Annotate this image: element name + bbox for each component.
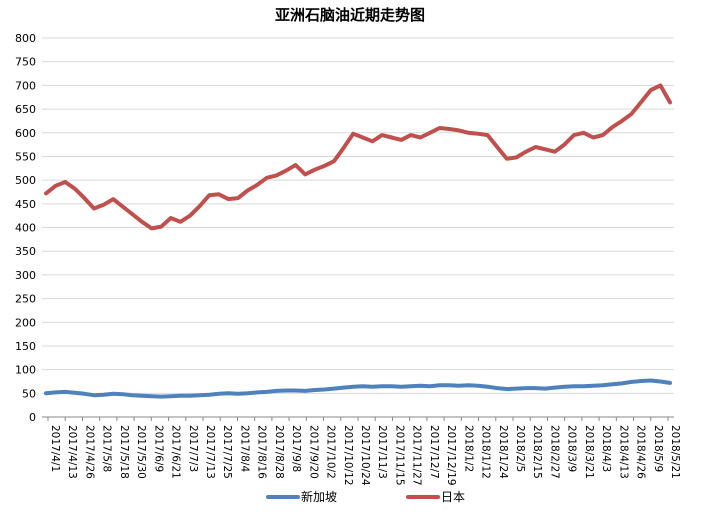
x-tick-label: 2017/8/28 [273, 425, 285, 479]
y-tick-label: 0 [29, 411, 36, 424]
chart-title: 亚洲石脑油近期走势图 [275, 6, 425, 24]
x-tick-label: 2018/2/5 [514, 425, 526, 472]
x-tick-label: 2017/10/2 [325, 425, 337, 479]
x-tick-label: 2017/8/4 [238, 425, 250, 472]
y-tick-label: 150 [15, 340, 36, 353]
y-axis: 0 50 100 150 200 250 300 350 400 450 500 550 600 650 7… [15, 32, 36, 424]
x-tick-label: 2018/1/12 [480, 425, 492, 479]
y-tick-label: 750 [15, 56, 36, 69]
x-tick-label: 2017/11/15 [393, 425, 405, 486]
y-tick-label: 300 [15, 269, 36, 282]
x-tick-label: 2017/8/16 [256, 425, 268, 479]
x-tick-label: 2018/4/13 [617, 425, 629, 479]
y-tick-label: 250 [15, 293, 36, 306]
y-tick-label: 600 [15, 127, 36, 140]
series-line-singapore [44, 378, 672, 399]
y-tick-label: 800 [15, 32, 36, 45]
series-lines [44, 83, 672, 399]
x-tick-label: 2018/1/24 [497, 425, 509, 479]
legend-label: 日本 [441, 490, 465, 504]
x-tick-label: 2018/4/3 [600, 425, 612, 472]
x-tick-label: 2017/5/18 [118, 425, 130, 479]
x-tick-label: 2018/3/21 [583, 425, 595, 479]
x-tick-label: 2017/10/12 [342, 425, 354, 486]
y-tick-label: 650 [15, 103, 36, 116]
x-tick-label: 2017/4/13 [66, 425, 78, 479]
y-tick-label: 450 [15, 198, 36, 211]
x-tick-label: 2017/10/24 [359, 425, 371, 486]
x-tick-label: 2018/2/15 [531, 425, 543, 479]
x-tick-label: 2017/5/30 [135, 425, 147, 479]
y-tick-label: 700 [15, 79, 36, 92]
x-tick-label: 2017/5/8 [101, 425, 113, 472]
x-tick-label: 2018/5/21 [669, 425, 681, 479]
x-axis: 2017/4/1 2017/4/13 2017/4/26 2017/5/8 2017/5… [47, 417, 681, 486]
x-tick-label: 2017/11/3 [376, 425, 388, 479]
x-tick-label: 2017/4/26 [83, 425, 95, 479]
legend: 新加坡 日本 [266, 489, 465, 504]
x-tick-label: 2018/3/9 [566, 425, 578, 472]
x-tick-label: 2017/7/3 [187, 425, 199, 472]
y-tick-label: 350 [15, 245, 36, 258]
y-tick-label: 500 [15, 174, 36, 187]
gridlines [42, 37, 674, 418]
x-tick-label: 2018/2/27 [548, 425, 560, 479]
x-tick-label: 2017/12/7 [428, 425, 440, 479]
x-tick-label: 2017/9/20 [307, 425, 319, 479]
y-tick-label: 50 [22, 387, 36, 400]
y-tick-label: 200 [15, 316, 36, 329]
x-tick-label: 2018/1/2 [462, 425, 474, 472]
y-tick-label: 400 [15, 222, 36, 235]
x-tick-label: 2017/6/21 [170, 425, 182, 479]
y-tick-label: 100 [15, 364, 36, 377]
x-tick-label: 2017/11/27 [411, 425, 423, 486]
x-tick-label: 2017/12/19 [445, 425, 457, 486]
x-tick-label: 2018/4/26 [635, 425, 647, 479]
x-tick-label: 2018/5/9 [652, 425, 664, 472]
x-tick-label: 2017/6/9 [152, 425, 164, 472]
x-tick-label: 2017/4/1 [49, 425, 61, 472]
x-tick-label: 2017/9/8 [290, 425, 302, 472]
x-tick-label: 2017/7/13 [204, 425, 216, 479]
y-tick-label: 550 [15, 150, 36, 163]
series-line-japan [44, 83, 672, 231]
x-tick-label: 2017/7/25 [221, 425, 233, 479]
legend-label: 新加坡 [301, 489, 337, 504]
